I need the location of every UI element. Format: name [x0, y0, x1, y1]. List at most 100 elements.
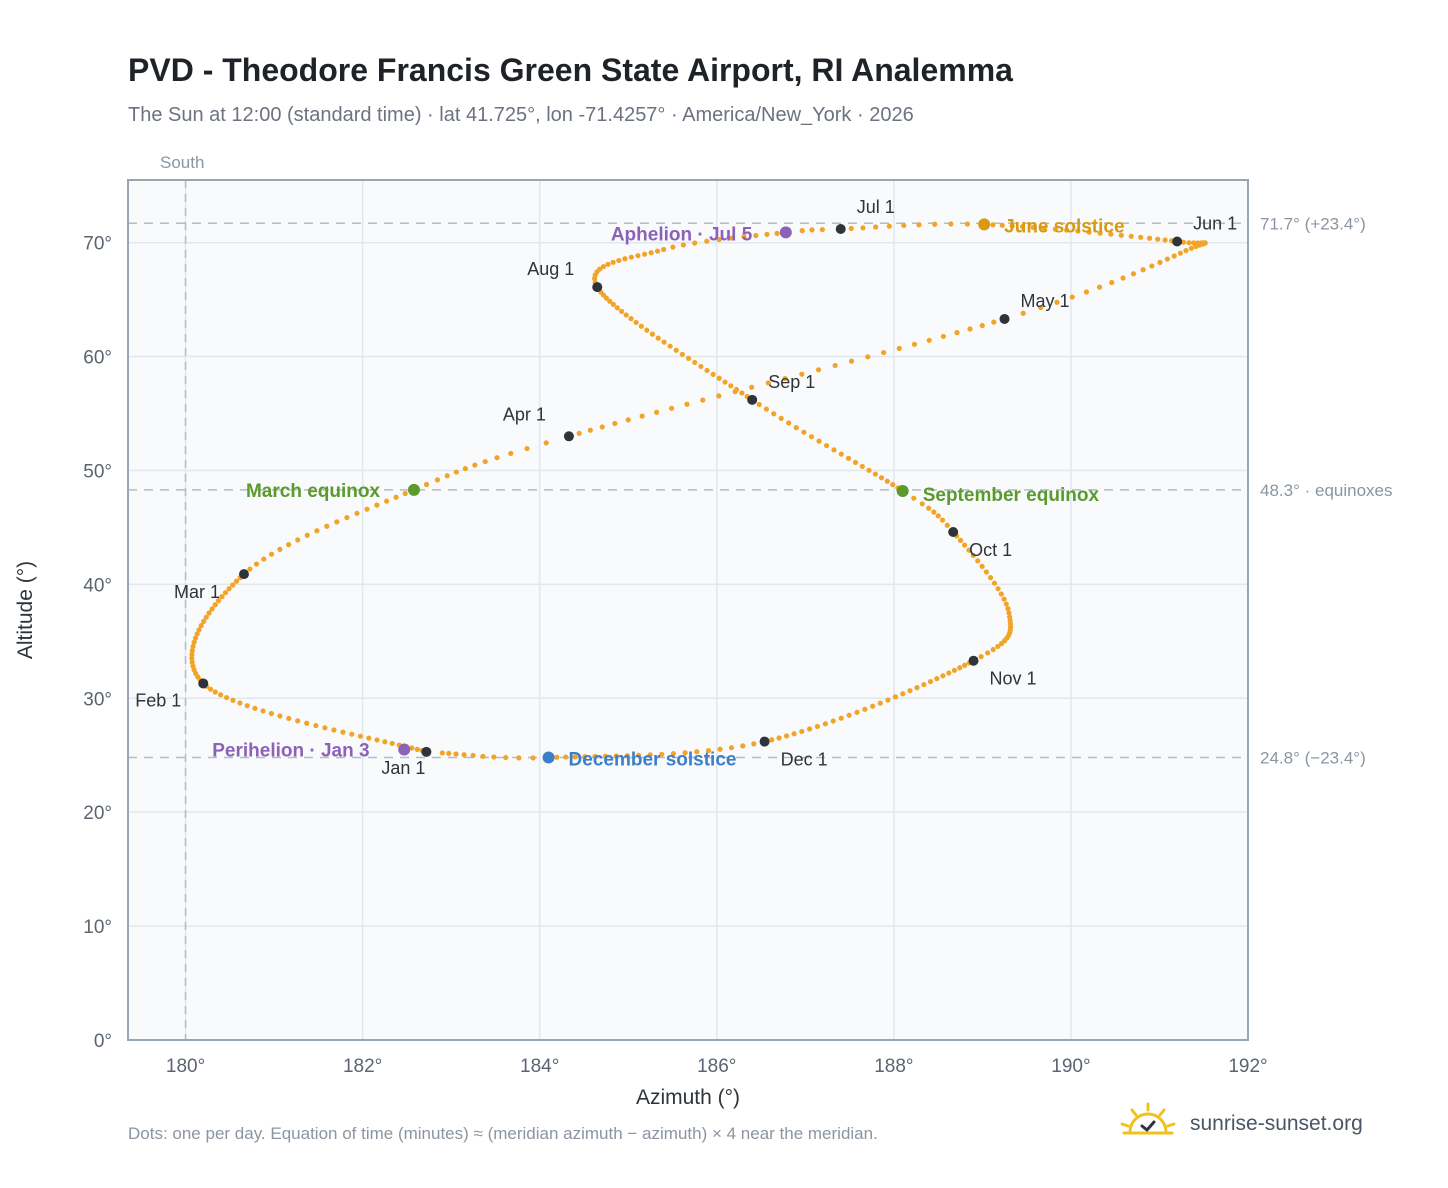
- daily-sun-dot: [1097, 230, 1103, 236]
- daily-sun-dot: [919, 501, 925, 507]
- daily-sun-dot: [822, 721, 828, 727]
- daily-sun-dot: [914, 685, 920, 691]
- y-tick-label: 0°: [94, 1031, 112, 1052]
- daily-sun-dot: [610, 259, 616, 265]
- daily-sun-dot: [670, 244, 676, 250]
- daily-sun-dot: [1009, 223, 1015, 229]
- daily-sun-dot: [357, 733, 364, 739]
- daily-sun-dot: [635, 253, 641, 259]
- daily-sun-dot: [591, 276, 598, 282]
- daily-sun-dot: [219, 594, 225, 600]
- daily-sun-dot: [756, 401, 762, 408]
- daily-sun-dot: [944, 522, 950, 528]
- daily-sun-dot: [865, 354, 871, 360]
- daily-sun-dot: [866, 467, 872, 473]
- daily-sun-dot: [700, 397, 706, 403]
- daily-sun-dot: [439, 750, 445, 756]
- x-tick-label: 180°: [166, 1056, 205, 1077]
- daily-sun-dot: [979, 563, 985, 569]
- daily-sun-dot: [1188, 245, 1194, 251]
- daily-sun-dot: [901, 222, 907, 229]
- daily-sun-dot: [1128, 233, 1134, 239]
- daily-sun-dot: [892, 694, 899, 700]
- daily-sun-dot: [673, 347, 679, 353]
- daily-sun-dot: [916, 222, 922, 228]
- daily-sun-dot: [741, 234, 747, 240]
- daily-sun-dot: [1054, 299, 1060, 305]
- daily-sun-dot: [682, 750, 688, 756]
- daily-sun-dot: [619, 308, 625, 314]
- daily-sun-dot: [870, 703, 876, 709]
- daily-sun-dot: [244, 703, 250, 709]
- daily-sun-dot: [907, 688, 913, 694]
- daily-sun-dot: [667, 343, 673, 349]
- daily-sun-dot: [206, 610, 212, 616]
- daily-sun-dot: [962, 542, 968, 548]
- daily-sun-dot: [799, 228, 805, 234]
- daily-sun-dot: [668, 405, 675, 411]
- daily-sun-dot: [277, 546, 283, 552]
- daily-sun-dot: [859, 463, 865, 470]
- daily-sun-dot: [873, 224, 879, 230]
- month-label-feb-1: Feb 1: [135, 690, 181, 710]
- footnote: Dots: one per day. Equation of time (min…: [128, 1124, 878, 1143]
- daily-sun-dot: [845, 455, 852, 461]
- daily-sun-dot: [985, 650, 991, 656]
- daily-sun-dot: [625, 417, 631, 423]
- daily-sun-dot: [995, 586, 1001, 592]
- event-label-december-solstice: December solstice: [569, 750, 737, 771]
- daily-sun-dot: [602, 753, 609, 759]
- daily-sun-dot: [729, 235, 735, 241]
- daily-sun-dot: [198, 622, 204, 629]
- daily-sun-dot: [446, 750, 452, 756]
- daily-sun-dot: [1001, 596, 1007, 602]
- daily-sun-dot: [1130, 271, 1137, 277]
- daily-sun-dot: [900, 691, 906, 697]
- daily-sun-dot: [808, 434, 815, 440]
- daily-sun-dot: [948, 221, 954, 227]
- daily-sun-dot: [751, 741, 757, 747]
- daily-sun-dot: [838, 715, 844, 721]
- daily-sun-dot: [462, 465, 468, 472]
- reference-line-label: 24.8° (−23.4°): [1260, 749, 1366, 768]
- daily-sun-dot: [1041, 225, 1047, 231]
- month-marker-nov-1: [968, 655, 979, 666]
- daily-sun-dot: [964, 221, 971, 227]
- daily-sun-dot: [1195, 240, 1201, 246]
- daily-sun-dot: [222, 590, 229, 596]
- month-marker-aug-1: [592, 282, 603, 293]
- daily-sun-dot: [848, 358, 855, 364]
- daily-sun-dot: [614, 305, 620, 311]
- month-marker-sep-1: [747, 394, 758, 405]
- page-title: PVD - Theodore Francis Green State Airpo…: [128, 52, 1013, 88]
- y-tick-label: 50°: [83, 461, 112, 482]
- daily-sun-dot: [990, 646, 996, 653]
- month-marker-jan-1: [421, 746, 432, 757]
- daily-sun-dot: [374, 502, 380, 508]
- daily-sun-dot: [209, 606, 215, 612]
- daily-sun-dot: [771, 411, 777, 417]
- daily-sun-dot: [774, 230, 780, 236]
- daily-sun-dot: [203, 614, 209, 620]
- daily-sun-dot: [1191, 240, 1197, 246]
- daily-sun-dot: [881, 349, 887, 356]
- daily-sun-dot: [990, 222, 996, 228]
- daily-sun-dot: [886, 223, 892, 229]
- daily-sun-dot: [340, 729, 346, 735]
- daily-sun-dot: [740, 743, 746, 749]
- x-tick-label: 190°: [1051, 1056, 1090, 1077]
- brand-logo[interactable]: sunrise-sunset.org: [1120, 1100, 1390, 1150]
- daily-sun-dot: [190, 643, 196, 650]
- south-label: South: [160, 153, 204, 172]
- sun-check-icon: [1120, 1102, 1176, 1135]
- event-label-june-solstice: June solstice: [1004, 216, 1124, 237]
- reference-line-label: 48.3° · equinoxes: [1260, 481, 1393, 500]
- daily-sun-dot: [349, 731, 355, 737]
- daily-sun-dot: [453, 751, 459, 757]
- daily-sun-dot: [782, 375, 788, 382]
- daily-sun-dot: [414, 746, 420, 752]
- daily-sun-dot: [661, 339, 667, 345]
- daily-sun-dot: [815, 367, 822, 373]
- daily-sun-dot: [860, 225, 866, 231]
